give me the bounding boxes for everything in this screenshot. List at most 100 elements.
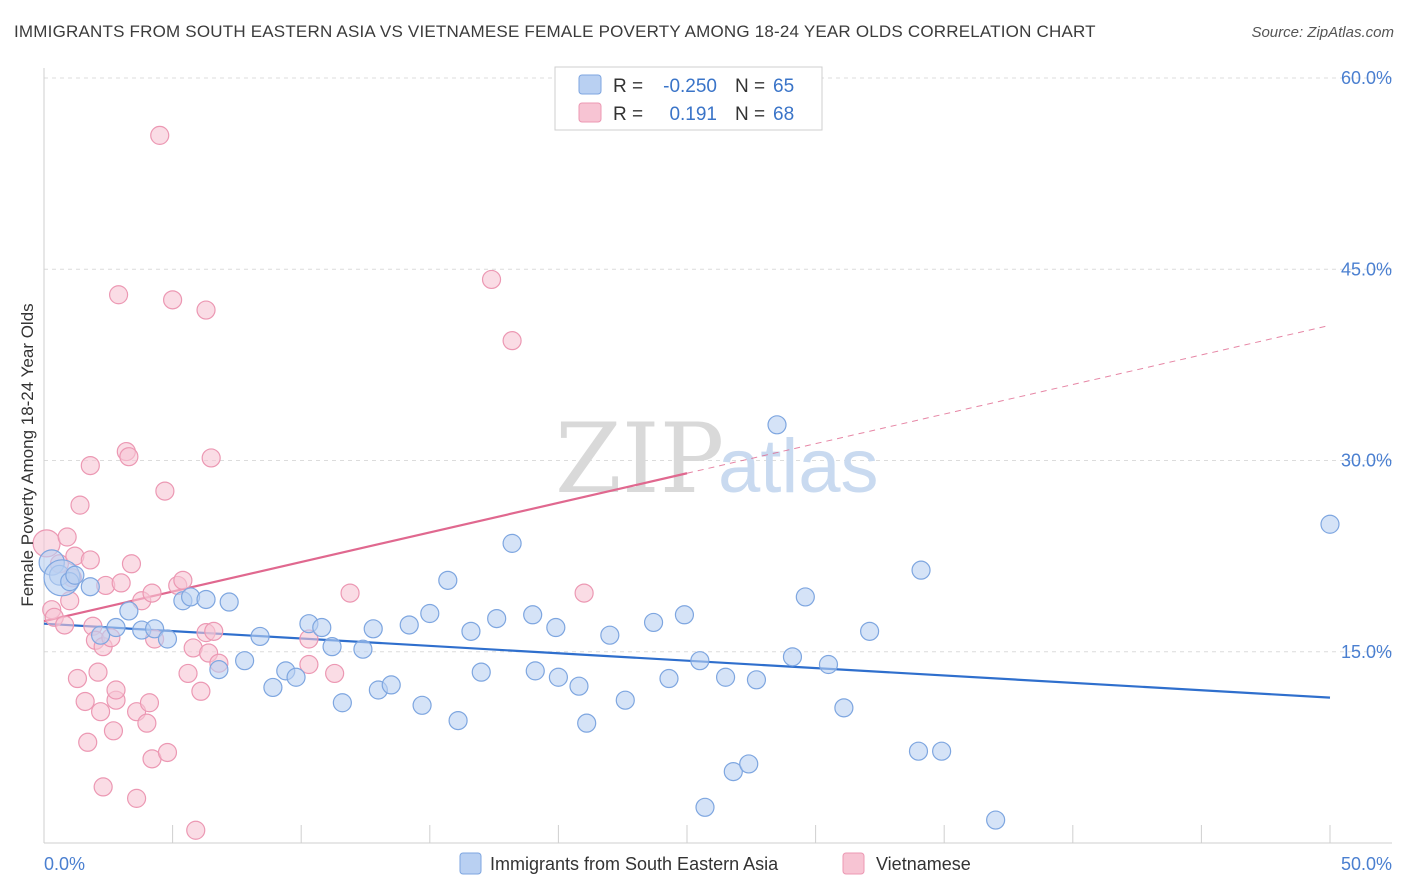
data-point-pink <box>90 702 111 722</box>
data-point-pink <box>142 583 162 603</box>
data-point-pink <box>126 788 147 808</box>
data-point-blue <box>322 637 342 657</box>
legend-r-value-blue: -0.250 <box>663 76 717 97</box>
y-tick-labels: 15.0% 30.0% 45.0% 60.0% <box>1341 68 1392 662</box>
data-point-blue <box>795 587 815 607</box>
data-point-blue <box>106 617 126 638</box>
data-point-blue <box>525 661 545 681</box>
watermark-atlas: atlas <box>718 424 879 509</box>
data-point-blue <box>90 625 111 645</box>
gridlines <box>44 77 1392 653</box>
data-point-blue <box>546 617 566 638</box>
data-point-blue <box>569 676 589 696</box>
data-point-blue <box>746 670 767 690</box>
data-point-blue <box>523 605 543 625</box>
y-tick-label-45: 45.0% <box>1341 259 1392 279</box>
data-point-blue <box>448 710 468 731</box>
data-point-blue <box>250 626 270 647</box>
data-point-blue <box>690 651 710 671</box>
vietnamese-points <box>32 125 594 840</box>
legend-n-value-blue: 65 <box>773 76 794 97</box>
data-point-blue <box>144 619 165 639</box>
data-point-blue <box>438 570 458 590</box>
series-legend-label-blue: Immigrants from South Eastern Asia <box>490 854 779 874</box>
data-point-blue <box>502 533 522 553</box>
data-point-blue <box>332 693 352 713</box>
y-axis-label: Female Poverty Among 18-24 Year Olds <box>18 303 37 606</box>
data-point-blue <box>911 560 931 580</box>
data-point-blue <box>767 415 787 435</box>
data-point-blue <box>65 565 85 585</box>
data-point-blue <box>286 667 306 687</box>
series-legend-swatch-blue <box>459 852 482 875</box>
y-tick-label-15: 15.0% <box>1341 642 1392 662</box>
legend-swatch-pink <box>578 102 602 123</box>
data-point-blue <box>235 651 255 671</box>
data-point-blue <box>461 621 481 641</box>
data-point-blue <box>548 667 569 687</box>
legend-n-value-pink: 68 <box>773 104 794 125</box>
data-point-pink <box>157 742 178 763</box>
data-point-blue <box>932 741 952 761</box>
axes <box>43 68 1392 844</box>
data-point-blue <box>312 617 332 638</box>
data-point-pink <box>204 621 224 641</box>
data-point-blue <box>695 797 715 817</box>
data-point-pink <box>137 713 157 733</box>
y-tick-label-60: 60.0% <box>1341 68 1392 88</box>
chart-title: IMMIGRANTS FROM SOUTH EASTERN ASIA VS VI… <box>14 22 1096 41</box>
data-point-blue <box>723 761 743 782</box>
data-point-pink <box>163 290 183 310</box>
stats-legend: R = -0.250 N = 65 R = 0.191 N = 68 <box>554 66 823 131</box>
data-point-blue <box>363 619 383 639</box>
data-point-pink <box>150 125 170 145</box>
data-point-blue <box>715 667 736 687</box>
data-point-blue <box>739 754 759 774</box>
series-legend-label-pink: Vietnamese <box>876 854 971 874</box>
data-point-blue <box>860 621 880 641</box>
data-point-pink <box>481 269 502 290</box>
x-tick-label-max: 50.0% <box>1341 854 1392 874</box>
data-point-blue <box>209 659 229 680</box>
data-point-blue <box>659 668 679 689</box>
data-point-blue <box>782 647 803 667</box>
data-point-pink <box>70 495 90 515</box>
legend-swatch-blue <box>578 74 602 95</box>
data-point-pink <box>103 721 124 741</box>
data-point-pink <box>75 691 95 712</box>
data-point-pink <box>57 527 77 547</box>
data-point-pink <box>340 583 360 603</box>
data-point-pink <box>119 447 139 467</box>
data-point-pink <box>201 448 221 468</box>
data-point-blue <box>420 603 440 624</box>
data-point-blue <box>674 605 695 625</box>
data-point-blue <box>818 654 839 675</box>
data-point-pink <box>196 300 216 320</box>
data-point-blue <box>1320 514 1340 534</box>
data-point-pink <box>173 570 193 590</box>
data-point-blue <box>219 592 239 612</box>
y-tick-label-30: 30.0% <box>1341 451 1392 471</box>
trend-line-pink-projection <box>686 324 1331 474</box>
data-point-pink <box>178 663 198 684</box>
data-point-pink <box>88 662 108 682</box>
data-point-blue <box>412 695 432 715</box>
data-point-blue <box>986 810 1006 830</box>
data-point-blue <box>600 625 620 645</box>
legend-n-label-blue: N = <box>735 76 765 97</box>
data-point-pink <box>108 285 129 305</box>
data-point-pink <box>299 654 319 675</box>
data-point-blue <box>119 601 139 621</box>
x-ticks <box>172 825 1331 843</box>
data-point-blue <box>399 615 419 635</box>
source-label: Source: ZipAtlas.com <box>1251 24 1394 41</box>
data-point-blue <box>908 741 929 761</box>
data-point-blue <box>353 639 373 659</box>
legend-r-label-pink: R = <box>613 104 643 125</box>
data-point-pink <box>155 481 175 501</box>
series-legend-swatch-pink <box>842 852 865 875</box>
data-point-pink <box>121 554 142 574</box>
data-point-blue <box>577 713 597 733</box>
legend-r-value-pink: 0.191 <box>669 104 717 125</box>
